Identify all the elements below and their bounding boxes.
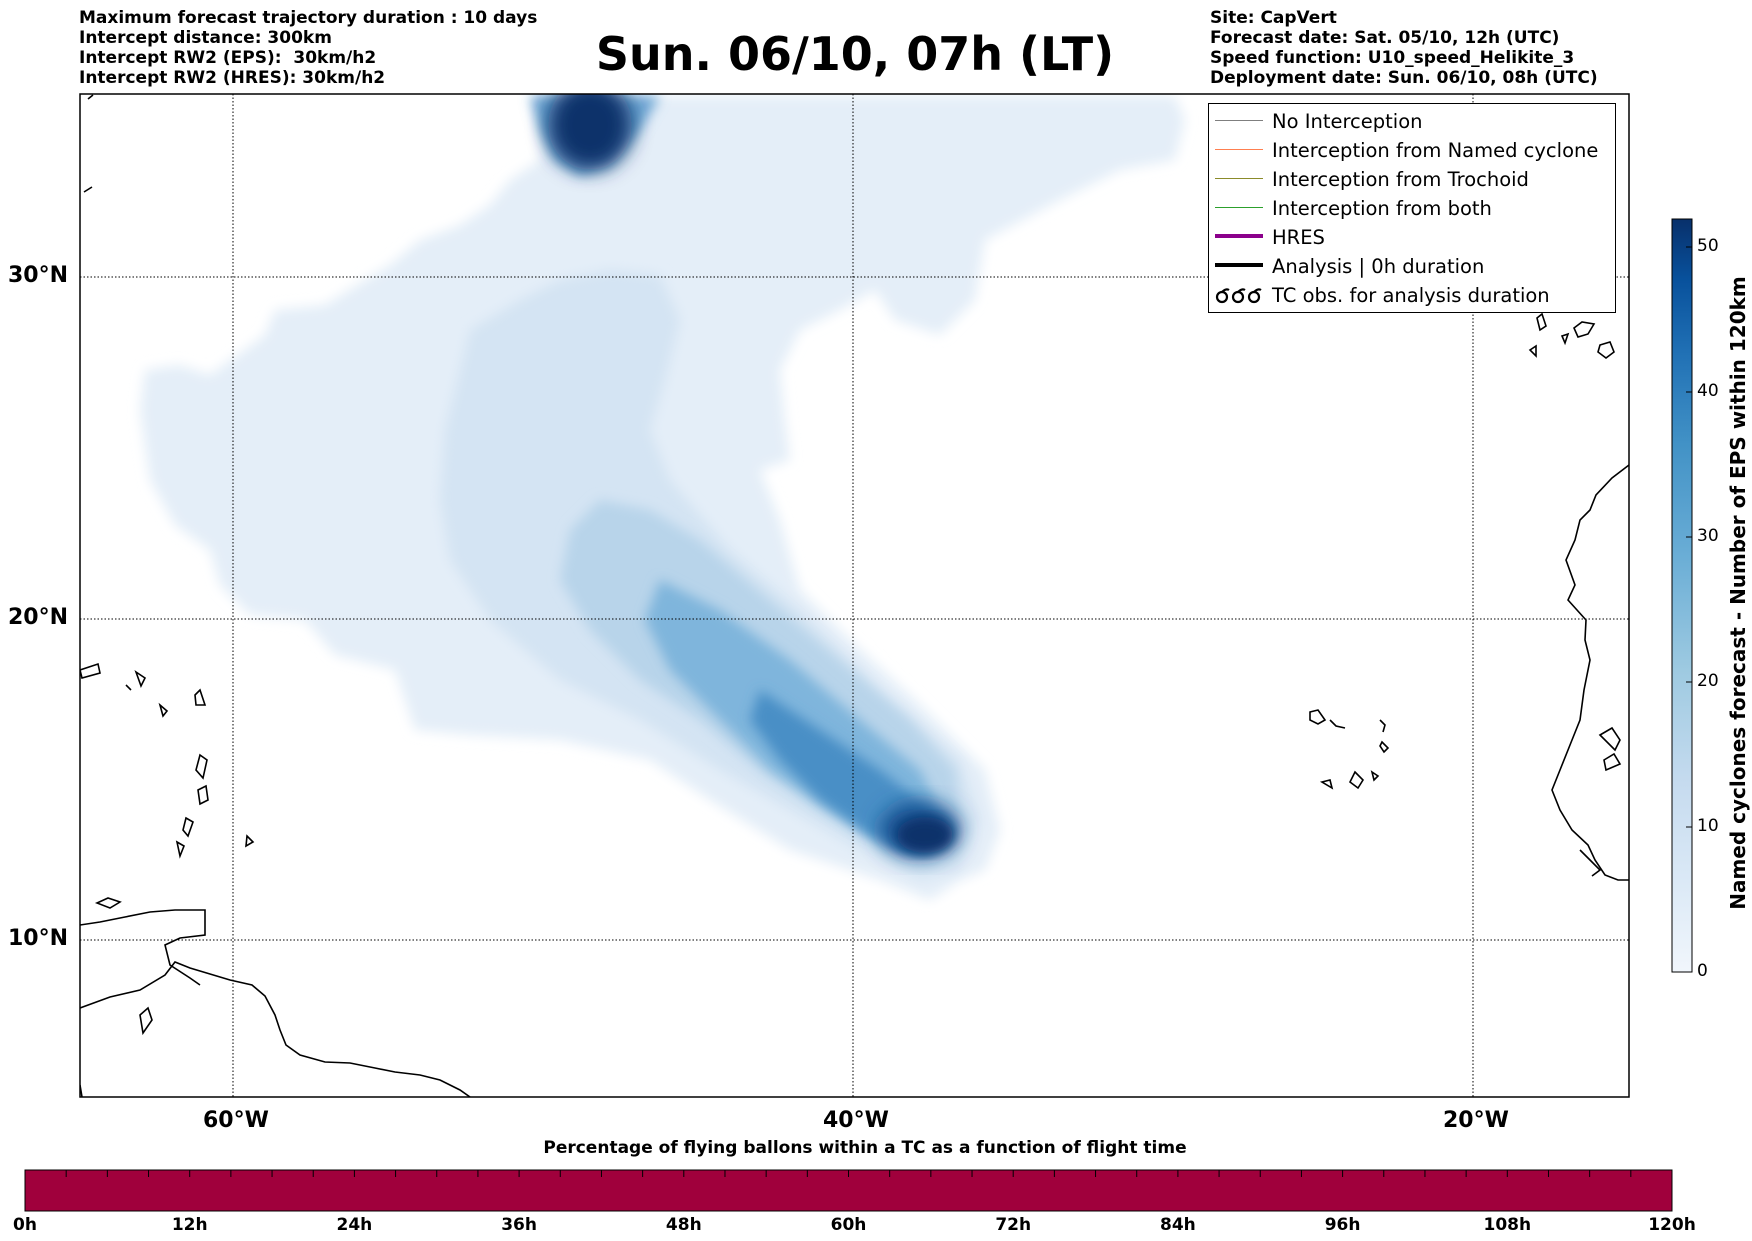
flight-time-ticks bbox=[24, 1170, 1673, 1177]
flight-time-label: 24h bbox=[336, 1215, 373, 1235]
lon-label-20w: 20°W bbox=[1443, 1108, 1509, 1133]
legend-item-named-cyclone: Interception from Named cyclone bbox=[1209, 136, 1615, 165]
flight-time-label: 0h bbox=[13, 1215, 37, 1235]
legend-label: Interception from Named cyclone bbox=[1272, 139, 1599, 162]
header-line-deployment-date: Deployment date: Sun. 06/10, 08h (UTC) bbox=[1210, 68, 1598, 88]
legend: No Interception Interception from Named … bbox=[1208, 103, 1616, 313]
legend-label: Analysis | 0h duration bbox=[1272, 255, 1485, 278]
colorbar-tick-label: 40 bbox=[1697, 381, 1719, 401]
legend-label: HRES bbox=[1272, 226, 1325, 249]
gridlines bbox=[80, 94, 1629, 1097]
cyclone-density-field bbox=[140, 94, 1185, 900]
header-line-rw2-eps: Intercept RW2 (EPS): 30km/h2 bbox=[79, 48, 377, 68]
header-line-forecast-date: Forecast date: Sat. 05/10, 12h (UTC) bbox=[1210, 28, 1560, 48]
colorbar-tick-label: 20 bbox=[1697, 671, 1719, 691]
legend-swatch bbox=[1215, 120, 1263, 121]
legend-item-no-interception: No Interception bbox=[1209, 107, 1615, 136]
colorbar-tick-label: 30 bbox=[1697, 526, 1719, 546]
coastlines bbox=[80, 94, 1629, 1097]
legend-item-both: Interception from both bbox=[1209, 194, 1615, 223]
flight-time-label: 72h bbox=[995, 1215, 1032, 1235]
flight-time-label: 96h bbox=[1324, 1215, 1361, 1235]
legend-item-hres: HRES bbox=[1209, 223, 1615, 252]
flight-time-label: 120h bbox=[1648, 1215, 1696, 1235]
header-line-distance: Intercept distance: 300km bbox=[79, 28, 332, 48]
lat-label-10n: 10°N bbox=[8, 926, 69, 951]
legend-item-analysis: Analysis | 0h duration bbox=[1209, 252, 1615, 281]
flight-time-label: 12h bbox=[171, 1215, 208, 1235]
legend-item-trochoid: Interception from Trochoid bbox=[1209, 165, 1615, 194]
cyclone-icon bbox=[1215, 288, 1262, 304]
lon-label-60w: 60°W bbox=[203, 1108, 269, 1133]
lat-label-20n: 20°N bbox=[8, 605, 69, 630]
colorbar-tick-label: 10 bbox=[1697, 816, 1719, 836]
colorbar-ticks bbox=[1686, 246, 1692, 973]
lat-label-30n: 30°N bbox=[8, 263, 69, 288]
flight-time-label: 108h bbox=[1483, 1215, 1532, 1235]
legend-swatch bbox=[1215, 207, 1263, 208]
legend-swatch bbox=[1215, 234, 1263, 238]
legend-item-tc-obs: TC obs. for analysis duration bbox=[1209, 281, 1615, 310]
header-line-duration: Maximum forecast trajectory duration : 1… bbox=[79, 8, 538, 28]
colorbar-title-text: Named cyclones forecast - Number of EPS … bbox=[1726, 276, 1750, 910]
flight-time-label: 36h bbox=[501, 1215, 537, 1235]
legend-swatch bbox=[1215, 263, 1263, 267]
colorbar-tick-label: 50 bbox=[1697, 236, 1719, 256]
header-left-info: Maximum forecast trajectory duration : 1… bbox=[79, 8, 537, 88]
lon-label-40w: 40°W bbox=[823, 1108, 889, 1133]
header-right-info: Site: CapVert Forecast date: Sat. 05/10,… bbox=[1210, 8, 1598, 88]
colorbar-tick-label: 0 bbox=[1697, 961, 1708, 981]
map-frame bbox=[79, 93, 1630, 1098]
colorbar bbox=[1671, 218, 1693, 973]
header-line-site: Site: CapVert bbox=[1210, 8, 1337, 28]
colorbar-title: Named cyclones forecast - Number of EPS … bbox=[1726, 276, 1750, 910]
flight-time-label: 84h bbox=[1160, 1215, 1196, 1235]
flight-time-label: 48h bbox=[665, 1215, 702, 1235]
legend-label: Interception from Trochoid bbox=[1272, 168, 1529, 191]
map-title: Sun. 06/10, 07h (LT) bbox=[595, 27, 1115, 81]
legend-label: No Interception bbox=[1272, 110, 1423, 133]
header-line-speed-function: Speed function: U10_speed_Helikite_3 bbox=[1210, 48, 1575, 68]
legend-label: Interception from both bbox=[1272, 197, 1492, 220]
legend-label: TC obs. for analysis duration bbox=[1272, 284, 1550, 307]
flight-time-label: 60h bbox=[830, 1215, 867, 1235]
legend-swatch bbox=[1215, 178, 1263, 179]
header-line-rw2-hres: Intercept RW2 (HRES): 30km/h2 bbox=[79, 68, 386, 88]
flight-time-bar-title: Percentage of flying ballons within a TC… bbox=[543, 1138, 1187, 1158]
legend-swatch bbox=[1215, 149, 1263, 150]
